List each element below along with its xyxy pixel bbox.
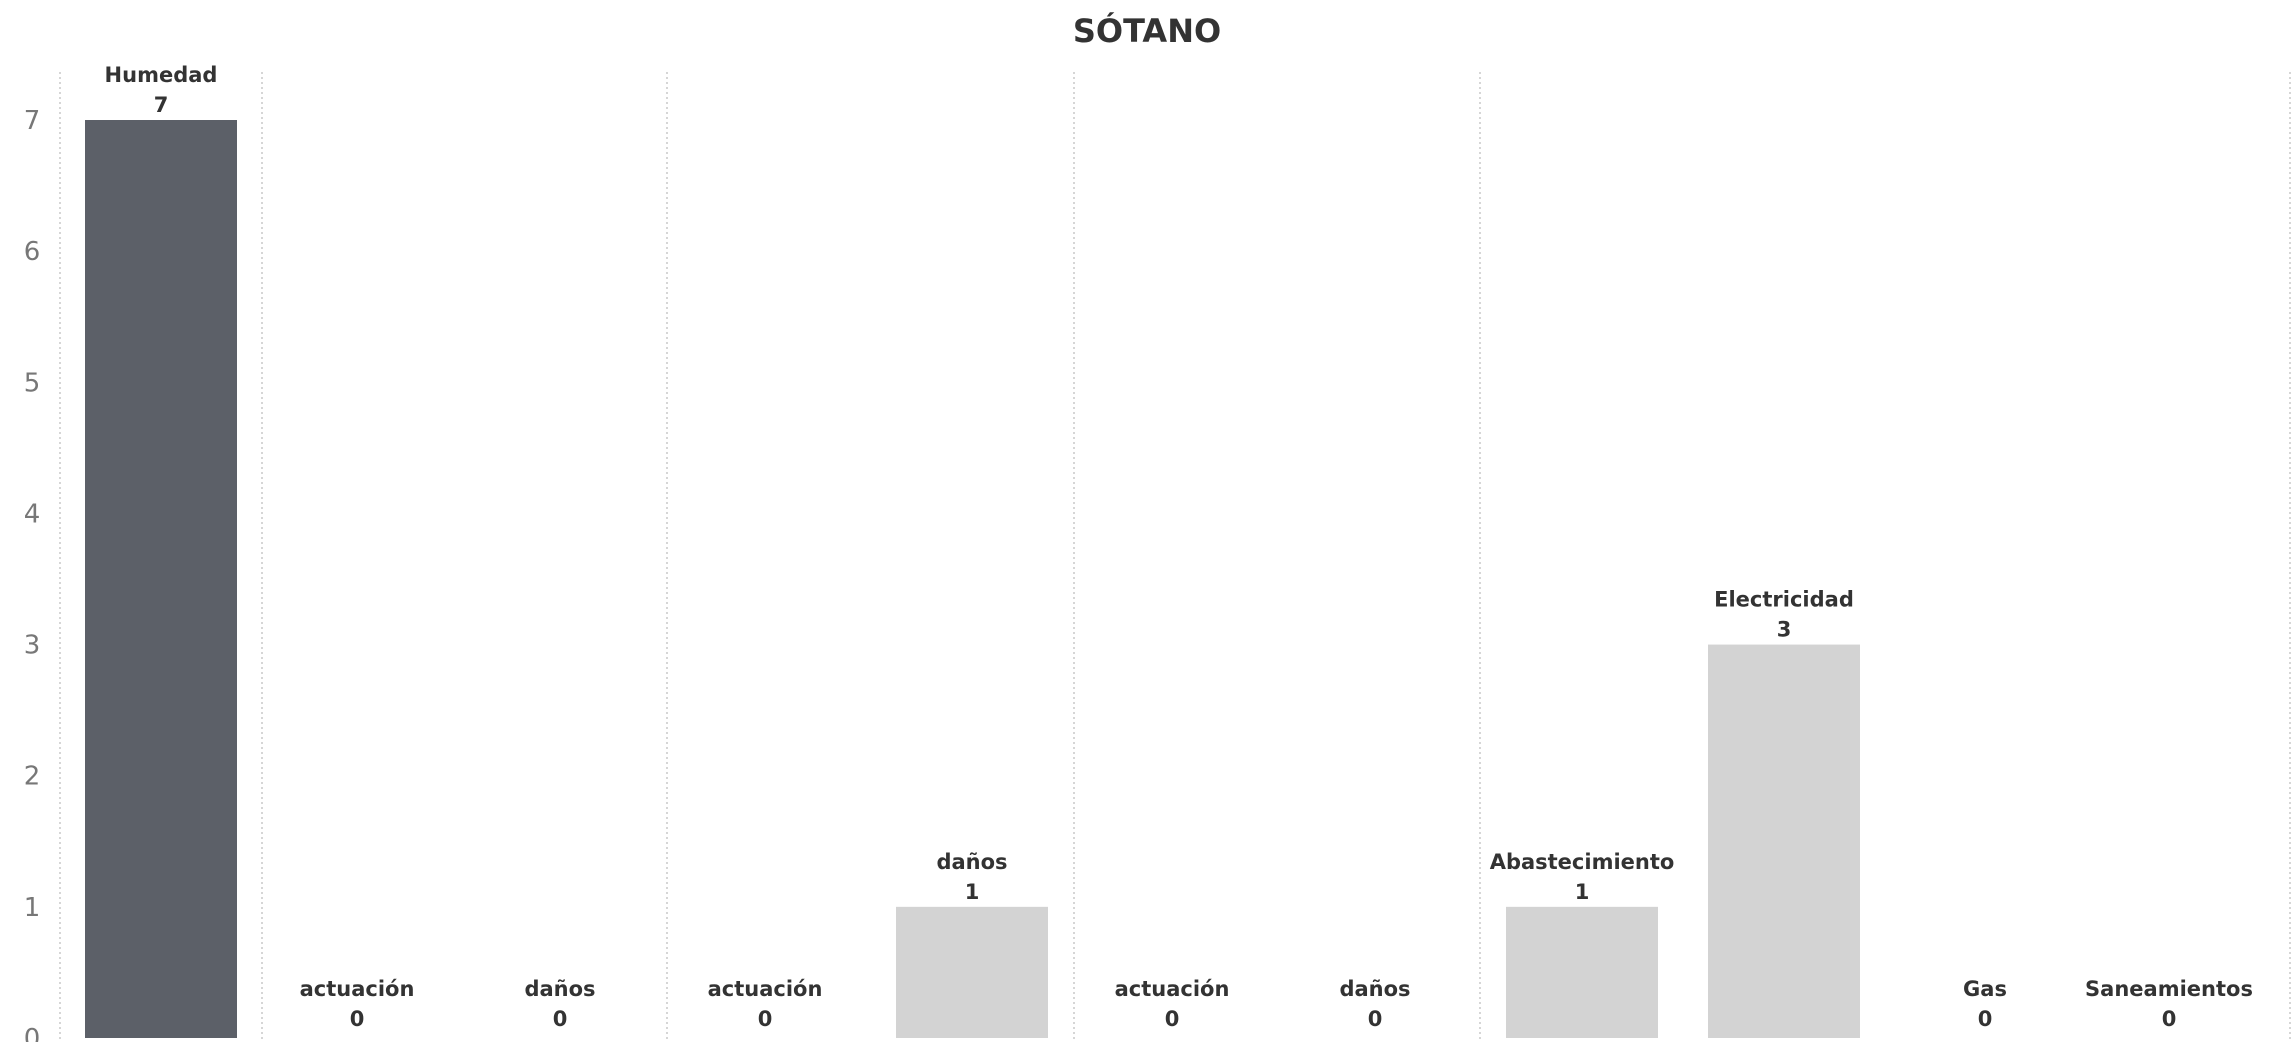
- bar-value-label: 0: [1368, 1007, 1383, 1031]
- y-tick-label: 0: [24, 1024, 41, 1042]
- bar[interactable]: [1708, 644, 1860, 1038]
- bar-value-label: 3: [1777, 618, 1792, 642]
- bar-value-label: 0: [1978, 1007, 1993, 1031]
- bar-value-label: 0: [758, 1007, 773, 1031]
- bar[interactable]: [896, 906, 1048, 1038]
- y-tick-label: 1: [24, 893, 41, 923]
- y-tick-label: 7: [24, 106, 41, 136]
- bar[interactable]: [1506, 906, 1658, 1038]
- bar-value-label: 1: [965, 880, 980, 904]
- y-tick-label: 5: [24, 368, 41, 398]
- bar-category-label: Electricidad: [1714, 588, 1854, 612]
- y-axis: 0 1 2 3 4 5 6 7: [24, 106, 41, 1042]
- bar-value-label: 0: [1165, 1007, 1180, 1031]
- y-tick-label: 2: [24, 762, 41, 792]
- bar-category-label: Saneamientos: [2085, 977, 2253, 1001]
- bar-value-label: 7: [154, 93, 169, 117]
- pane-dividers: [59, 72, 2291, 1040]
- bar-category-label: Abastecimiento: [1490, 850, 1675, 874]
- bars: [85, 120, 1860, 1038]
- bar-value-label: 0: [2162, 1007, 2177, 1031]
- bar-value-label: 0: [553, 1007, 568, 1031]
- y-tick-label: 3: [24, 631, 41, 661]
- bar-category-label: daños: [936, 850, 1007, 874]
- bar-category-label: daños: [1339, 977, 1410, 1001]
- bar-value-label: 1: [1575, 880, 1590, 904]
- bar-category-label: Humedad: [105, 63, 218, 87]
- bar-category-label: actuación: [1115, 977, 1230, 1001]
- bar-value-label: 0: [350, 1007, 365, 1031]
- bar-category-label: actuación: [300, 977, 415, 1001]
- chart-title: SÓTANO: [1072, 12, 1222, 50]
- bar-category-label: actuación: [708, 977, 823, 1001]
- bar[interactable]: [85, 120, 237, 1038]
- bar-labels: Humedad 7 actuación 0 daños 0 actuación 0 daños 1…: [105, 63, 2253, 1031]
- bar-category-label: Gas: [1963, 977, 2007, 1001]
- y-tick-label: 4: [24, 499, 41, 529]
- y-tick-label: 6: [24, 237, 41, 267]
- bar-category-label: daños: [524, 977, 595, 1001]
